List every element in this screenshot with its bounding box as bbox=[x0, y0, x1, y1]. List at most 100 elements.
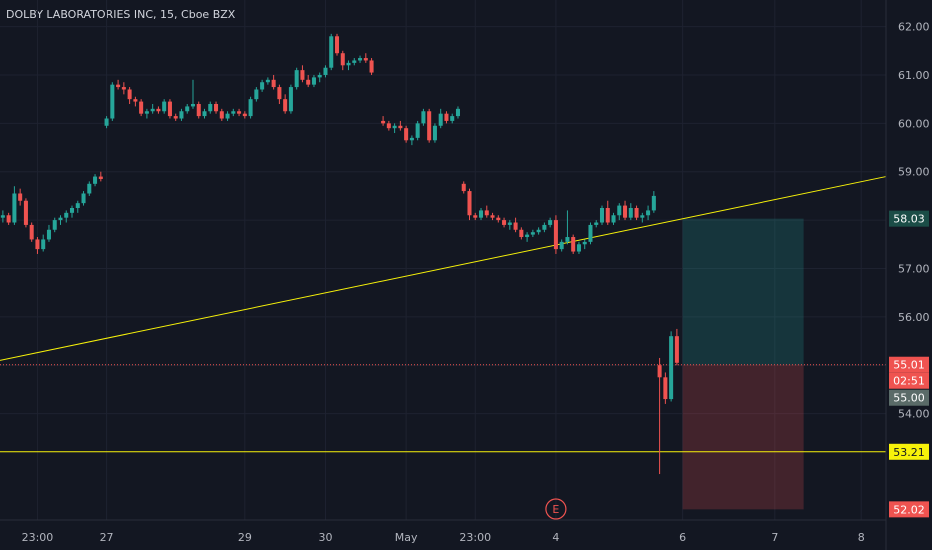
candle-body bbox=[75, 203, 80, 208]
candle-body bbox=[202, 111, 207, 117]
candle-body bbox=[29, 224, 34, 240]
candle-body bbox=[502, 220, 507, 225]
y-tick-label: 54.00 bbox=[898, 408, 930, 421]
candle-body bbox=[329, 36, 334, 68]
candle-body bbox=[438, 113, 443, 126]
candle-body bbox=[404, 128, 409, 141]
candle-body bbox=[536, 229, 541, 233]
stop-price-tag-bg[interactable] bbox=[889, 501, 929, 518]
y-tick-label: 56.00 bbox=[898, 311, 930, 324]
candle-body bbox=[628, 208, 633, 218]
candle-body bbox=[139, 101, 144, 114]
candle-body bbox=[421, 111, 426, 124]
stop-zone[interactable] bbox=[682, 364, 804, 510]
candle-body bbox=[208, 104, 213, 112]
entry-price-tag[interactable]: 55.01 bbox=[893, 359, 925, 372]
candle-body bbox=[121, 87, 126, 90]
candle-body bbox=[254, 89, 259, 100]
candle-body bbox=[427, 111, 432, 141]
y-tick-label: 59.00 bbox=[898, 166, 930, 179]
candle-body bbox=[133, 99, 138, 102]
target-price-tag-bg[interactable] bbox=[889, 210, 929, 227]
candle-body bbox=[265, 79, 270, 83]
candle-body bbox=[46, 229, 51, 240]
candle-body bbox=[162, 101, 167, 112]
candle-body bbox=[52, 220, 57, 230]
x-tick-label: 6 bbox=[679, 531, 686, 544]
countdown-tag-bg bbox=[889, 372, 929, 389]
x-tick-label: 7 bbox=[771, 531, 778, 544]
candle-body bbox=[0, 215, 5, 218]
line-price-tag-bg[interactable] bbox=[889, 443, 929, 460]
candle-body bbox=[455, 108, 460, 117]
candle-body bbox=[392, 125, 397, 129]
candle-body bbox=[127, 89, 132, 100]
candle-body bbox=[300, 70, 305, 80]
candle-body bbox=[553, 220, 558, 250]
candle-body bbox=[196, 104, 201, 117]
candle-body bbox=[35, 239, 40, 250]
candle-body bbox=[484, 210, 489, 216]
entry-price-tag-bg[interactable] bbox=[889, 356, 929, 373]
candle-body bbox=[525, 234, 530, 238]
candle-body bbox=[98, 176, 103, 179]
candle-body bbox=[530, 232, 535, 235]
earnings-event-marker[interactable] bbox=[545, 498, 567, 520]
y-tick-label: 60.00 bbox=[898, 117, 930, 130]
candle-body bbox=[651, 195, 656, 211]
candle-body bbox=[190, 104, 196, 107]
candle-body bbox=[311, 77, 316, 85]
chart-title: DOLBY LABORATORIES INC, 15, Cboe BZX bbox=[6, 8, 236, 21]
candle-body bbox=[576, 244, 581, 252]
candle-body bbox=[116, 84, 121, 88]
candle-body bbox=[542, 224, 547, 230]
candle-body bbox=[519, 229, 524, 238]
candle-body bbox=[415, 123, 420, 138]
y-tick-label: 62.00 bbox=[898, 21, 930, 34]
candle-body bbox=[623, 205, 628, 218]
candle-body bbox=[214, 104, 219, 112]
candle-body bbox=[6, 215, 11, 223]
candle-body bbox=[317, 74, 322, 78]
x-tick-label: 4 bbox=[552, 531, 559, 544]
candle-body bbox=[559, 241, 564, 250]
candle-body bbox=[599, 208, 605, 223]
candle-body bbox=[565, 237, 570, 242]
candle-body bbox=[479, 210, 484, 218]
candle-body bbox=[663, 377, 668, 400]
candle-body bbox=[277, 87, 282, 100]
candle-body bbox=[18, 193, 23, 201]
candle-body bbox=[548, 220, 553, 225]
candle-body bbox=[386, 123, 391, 129]
candle-body bbox=[288, 87, 293, 112]
candle-body bbox=[398, 125, 403, 129]
candle-body bbox=[507, 222, 512, 225]
candle-body bbox=[156, 108, 161, 112]
trendline[interactable] bbox=[0, 176, 887, 361]
y-tick-label: 57.00 bbox=[898, 262, 930, 275]
x-tick-label: 30 bbox=[318, 531, 332, 544]
candle-body bbox=[496, 217, 501, 221]
earnings-event-label: E bbox=[552, 503, 559, 516]
stop-price-tag[interactable]: 52.02 bbox=[893, 503, 925, 516]
candle-body bbox=[473, 215, 478, 218]
candle-body bbox=[634, 208, 639, 218]
candle-body bbox=[69, 208, 75, 213]
candle-body bbox=[352, 60, 357, 63]
target-price-tag[interactable]: 58.03 bbox=[893, 213, 925, 226]
candle-body bbox=[179, 111, 184, 119]
candle-body bbox=[242, 113, 247, 117]
x-tick-label: May bbox=[395, 531, 418, 544]
candle-body bbox=[432, 125, 437, 141]
line-price-tag[interactable]: 53.21 bbox=[893, 446, 925, 459]
candle-body bbox=[167, 101, 172, 117]
target-zone[interactable] bbox=[682, 218, 804, 365]
candle-body bbox=[461, 183, 466, 192]
candle-body bbox=[237, 111, 242, 114]
candle-body bbox=[594, 222, 599, 225]
candle-body bbox=[363, 58, 368, 61]
candle-body bbox=[450, 116, 455, 121]
candle-body bbox=[58, 217, 63, 221]
candle-body bbox=[369, 60, 374, 73]
